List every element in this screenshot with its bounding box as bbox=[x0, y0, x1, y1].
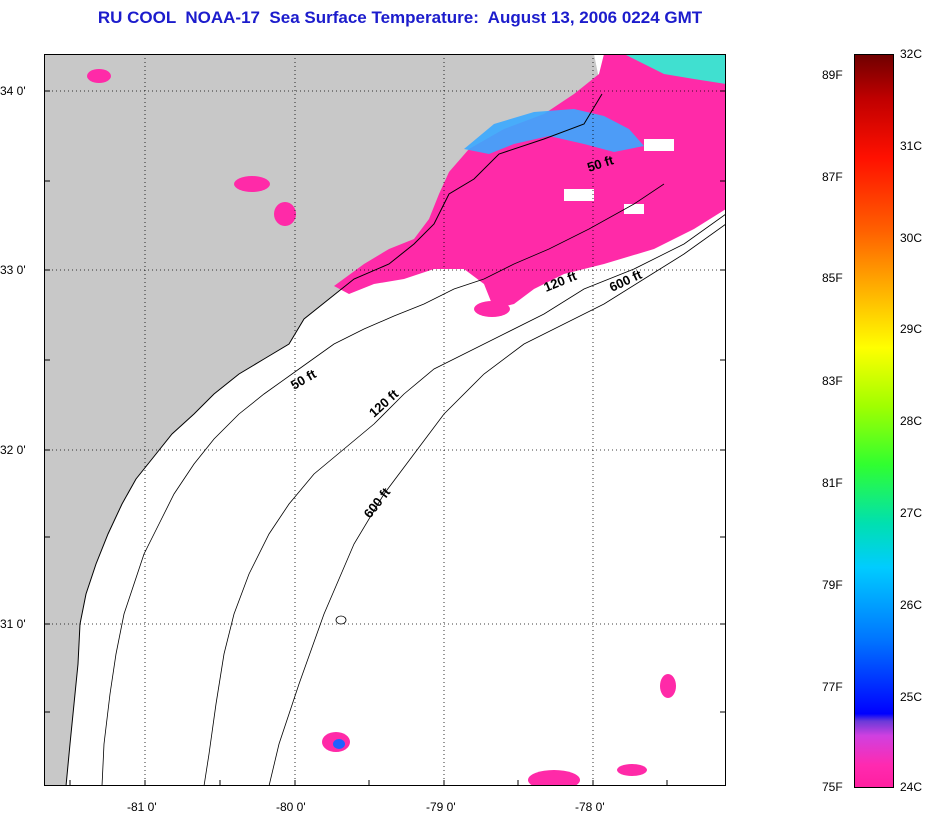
lat-label: 32 0' bbox=[0, 443, 26, 457]
warm-patch bbox=[274, 202, 296, 226]
coastline bbox=[65, 93, 603, 787]
colorbar-c-label: 31C bbox=[900, 139, 923, 153]
grid-lines bbox=[44, 54, 726, 786]
colorbar-c-label: 28C bbox=[900, 414, 923, 428]
colorbar-c-label: 29C bbox=[900, 322, 923, 336]
colorbar-c-label: 30C bbox=[900, 231, 923, 245]
cool-water-north bbox=[624, 54, 726, 84]
cool-water-plume bbox=[464, 109, 644, 154]
lat-label: 31 0' bbox=[0, 617, 26, 631]
colorbar-f-label: 81F bbox=[822, 476, 843, 490]
colorbar-c-label: 32C bbox=[900, 47, 923, 61]
lon-label: -78 0' bbox=[575, 800, 605, 814]
lat-label: 33 0' bbox=[0, 263, 26, 277]
colorbar-f-label: 89F bbox=[822, 68, 843, 82]
lon-label: -81 0' bbox=[127, 800, 157, 814]
warm-patch bbox=[234, 176, 270, 192]
lon-label: -80 0' bbox=[276, 800, 306, 814]
colorbar-f-label: 77F bbox=[822, 680, 843, 694]
warm-water-region bbox=[334, 54, 726, 309]
warm-patch bbox=[617, 764, 647, 776]
contour-50ft bbox=[101, 183, 665, 787]
colorbar-f-label: 75F bbox=[822, 780, 843, 794]
colorbar-f-label: 85F bbox=[822, 271, 843, 285]
colorbar-f-label: 87F bbox=[822, 170, 843, 184]
warm-patch bbox=[87, 69, 111, 83]
warm-patch bbox=[660, 674, 676, 698]
contour-120ft bbox=[203, 213, 727, 787]
cool-patch bbox=[333, 739, 345, 749]
colorbar-c-label: 26C bbox=[900, 598, 923, 612]
map-border bbox=[44, 54, 726, 786]
colorbar-f-label: 83F bbox=[822, 374, 843, 388]
land-mass bbox=[44, 54, 602, 786]
sst-map[interactable]: 50 ft 120 ft 600 ft 50 ft 120 ft 600 ft bbox=[44, 54, 727, 790]
map-canvas: 50 ft 120 ft 600 ft 50 ft 120 ft 600 ft bbox=[44, 54, 727, 790]
lon-label: -79 0' bbox=[426, 800, 456, 814]
temperature-colorbar bbox=[854, 54, 894, 788]
map-title: RU COOL NOAA-17 Sea Surface Temperature:… bbox=[97, 8, 703, 27]
axis-ticks bbox=[44, 90, 726, 786]
lat-label: 34 0' bbox=[0, 84, 26, 98]
cloud-patch bbox=[624, 204, 644, 214]
colorbar-f-label: 79F bbox=[822, 578, 843, 592]
cloud-patch bbox=[564, 189, 594, 201]
colorbar-c-label: 27C bbox=[900, 506, 923, 520]
colorbar-c-label: 25C bbox=[900, 690, 923, 704]
warm-patch bbox=[474, 301, 510, 317]
colorbar-c-label: 24C bbox=[900, 780, 923, 794]
cloud-patch bbox=[644, 139, 674, 151]
